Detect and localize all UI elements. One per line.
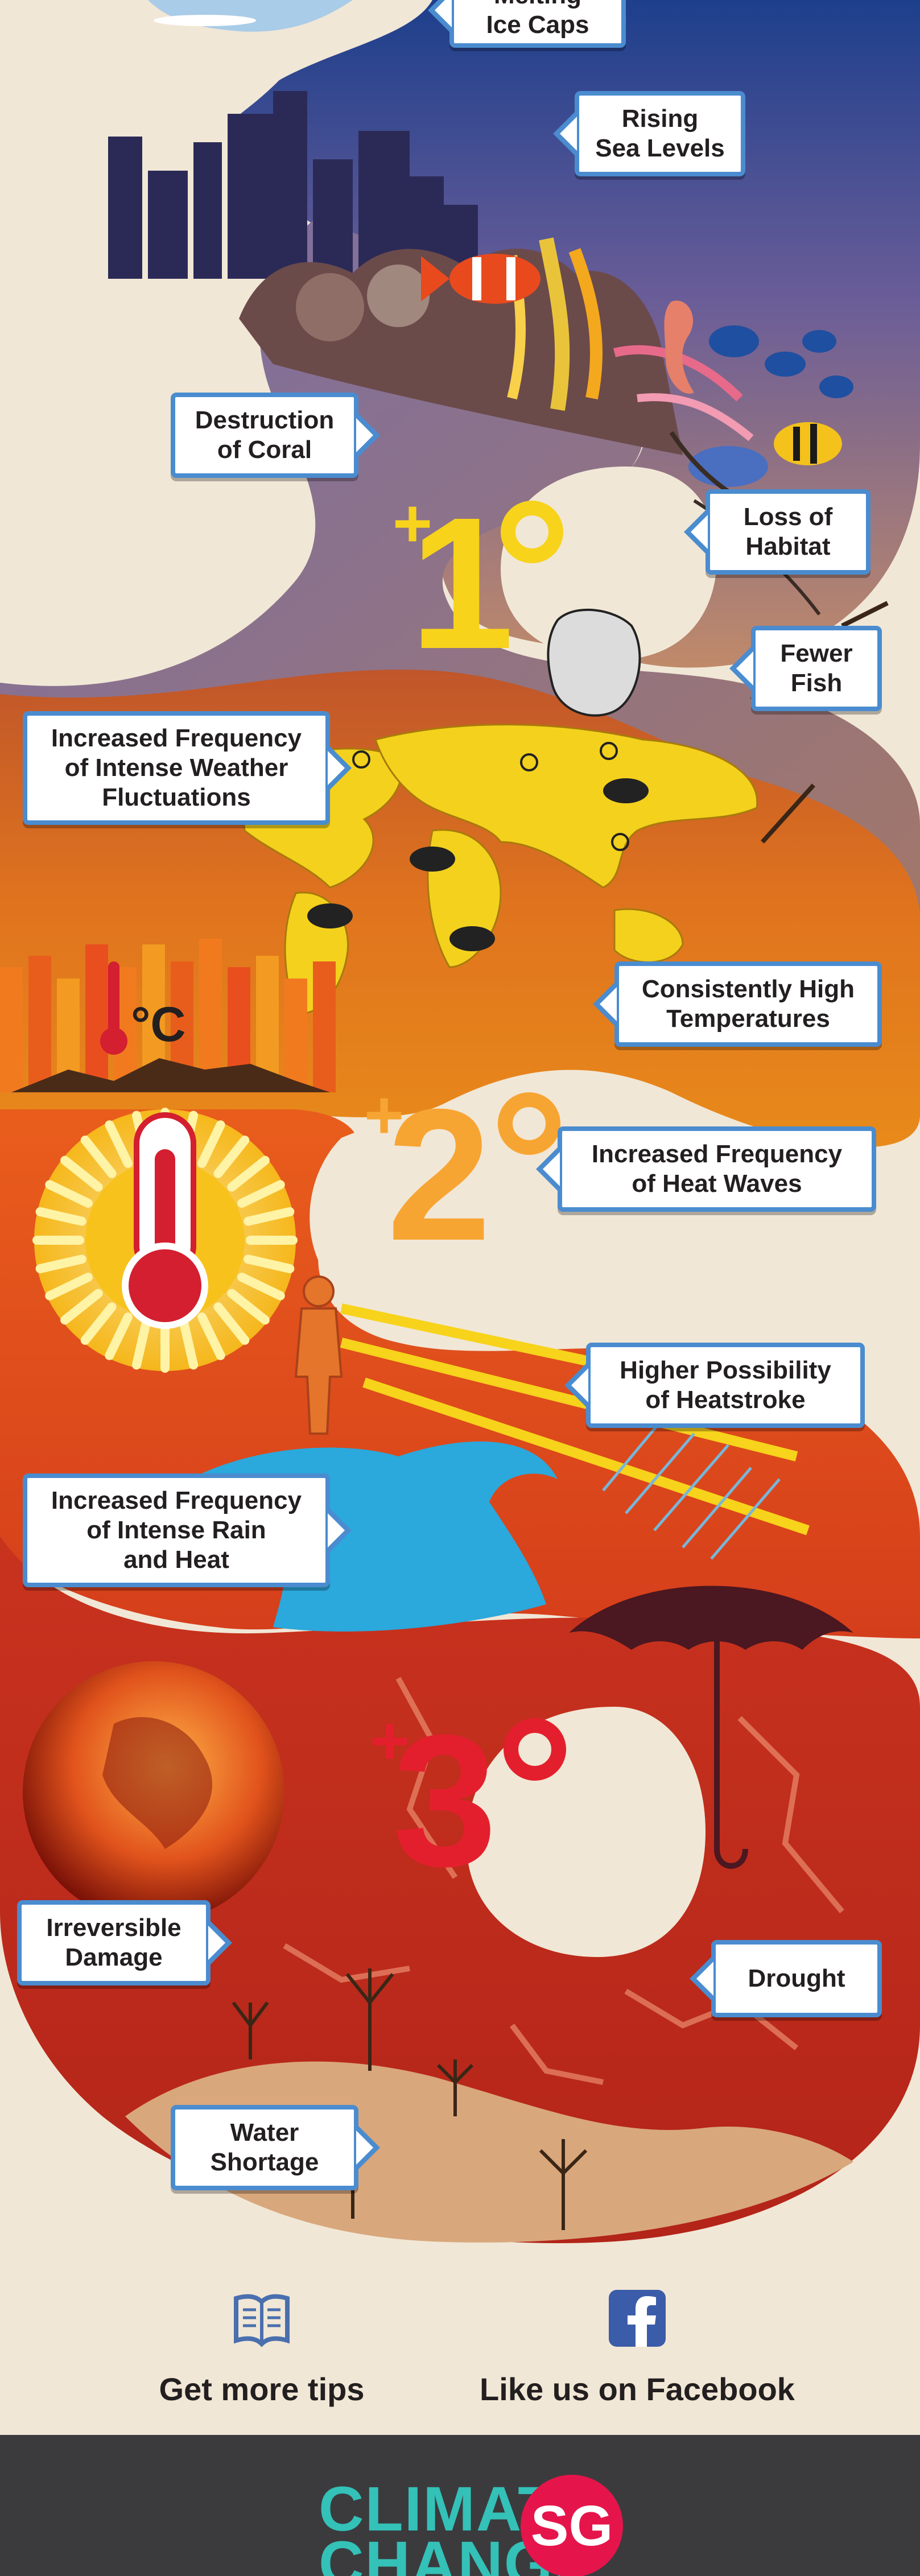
rock [547, 608, 641, 717]
callout-irreversible-damage: Irreversible Damage [17, 1900, 232, 1985]
callout-fewer-fish: Fewer Fish [729, 626, 882, 711]
celsius-label: °C [131, 997, 186, 1052]
sun-ray [244, 1207, 295, 1226]
sun-ray [105, 1120, 133, 1168]
gap-curve-left-top [0, 0, 319, 489]
sun-ray [227, 1289, 270, 1325]
climate-change-logo: CLIMATE CHANGE [319, 2478, 599, 2576]
facebook-link[interactable]: Like us on Facebook [467, 2287, 808, 2408]
sun-ray [131, 1319, 151, 1370]
callout-high-temperatures: Consistently High Temperatures [593, 961, 882, 1047]
facebook-icon [609, 2290, 666, 2347]
sun-ray [237, 1273, 285, 1301]
sun-ray [105, 1312, 133, 1360]
callout-loss-of-habitat: Loss of Habitat [684, 489, 871, 575]
sun-ray [213, 1136, 250, 1178]
plus-sign: + [393, 485, 433, 562]
callout-intense-weather: Increased Frequency of Intense Weather F… [23, 711, 352, 825]
heat-bars [0, 939, 336, 1092]
book-icon [234, 2294, 290, 2347]
degree-number: 2 [387, 1070, 492, 1279]
gap-curve-2 [310, 1115, 546, 1322]
get-more-tips-link[interactable]: Get more tips [137, 2287, 387, 2408]
sun-ray [45, 1273, 93, 1301]
sg-badge: SG [521, 2475, 623, 2576]
degree-number: 1 [410, 478, 514, 688]
plus-sign: + [364, 1077, 405, 1153]
sun-ray [35, 1207, 86, 1226]
callout-heat-waves: Increased Frequency of Heat Waves [536, 1126, 876, 1212]
sun-ray [60, 1289, 103, 1325]
coral-reef [239, 237, 821, 616]
sun-ray [80, 1136, 117, 1178]
tropical-fish-icons [709, 325, 853, 465]
sun-ray [80, 1302, 117, 1345]
callout-rising-sea-levels: Rising Sea Levels [553, 91, 745, 176]
degree-ring [504, 1718, 566, 1781]
sun-ray [45, 1180, 93, 1208]
seahorse-icon [664, 300, 694, 394]
sun-ray [197, 1312, 225, 1360]
clownfish-icon [421, 254, 541, 304]
plus-one-degree-label: + 1 [393, 485, 563, 677]
globe-icon [23, 1661, 284, 1923]
facebook-label: Like us on Facebook [480, 2371, 795, 2407]
sun-ray [35, 1254, 86, 1274]
sun-ray [227, 1155, 270, 1192]
callout-rain-and-heat: Increased Frequency of Intense Rain and … [23, 1473, 352, 1587]
degree-ring [501, 501, 563, 563]
footer-bar [0, 2435, 920, 2576]
degree-ring [498, 1092, 560, 1155]
rain-streaks [602, 1421, 781, 1560]
callout-melting-ice-caps: Melting Ice Caps [428, 0, 626, 48]
sun-ray [244, 1254, 295, 1274]
weather-icons [307, 742, 649, 951]
get-more-tips-label: Get more tips [159, 2371, 365, 2407]
plus-three-degree-label: + 3 [370, 1703, 575, 1894]
sun-ray [237, 1180, 285, 1208]
degree-number: 3 [393, 1695, 497, 1905]
city-skyline [108, 91, 478, 279]
sun-ray [60, 1155, 103, 1192]
ice-floe [154, 15, 256, 26]
person-silhouette-icon [294, 1275, 343, 1435]
callout-destruction-of-coral: Destruction of Coral [171, 393, 380, 478]
callout-drought: Drought [690, 1940, 882, 2017]
plus-sign: + [370, 1703, 410, 1779]
dead-trees [232, 1968, 588, 2230]
logo-line-2: CHANGE [319, 2529, 597, 2576]
plus-two-degree-label: + 2 [364, 1077, 560, 1269]
thermometer-small-icon [100, 961, 127, 1055]
umbrella-icon [569, 1586, 853, 1869]
sun-ray [197, 1120, 225, 1168]
thermometer-big-icon [122, 1112, 208, 1329]
sun-ray [213, 1302, 250, 1345]
sun-ray [179, 1319, 199, 1370]
callout-water-shortage: Water Shortage [171, 2105, 380, 2190]
callout-heatstroke: Higher Possibility of Heatstroke [564, 1343, 865, 1428]
